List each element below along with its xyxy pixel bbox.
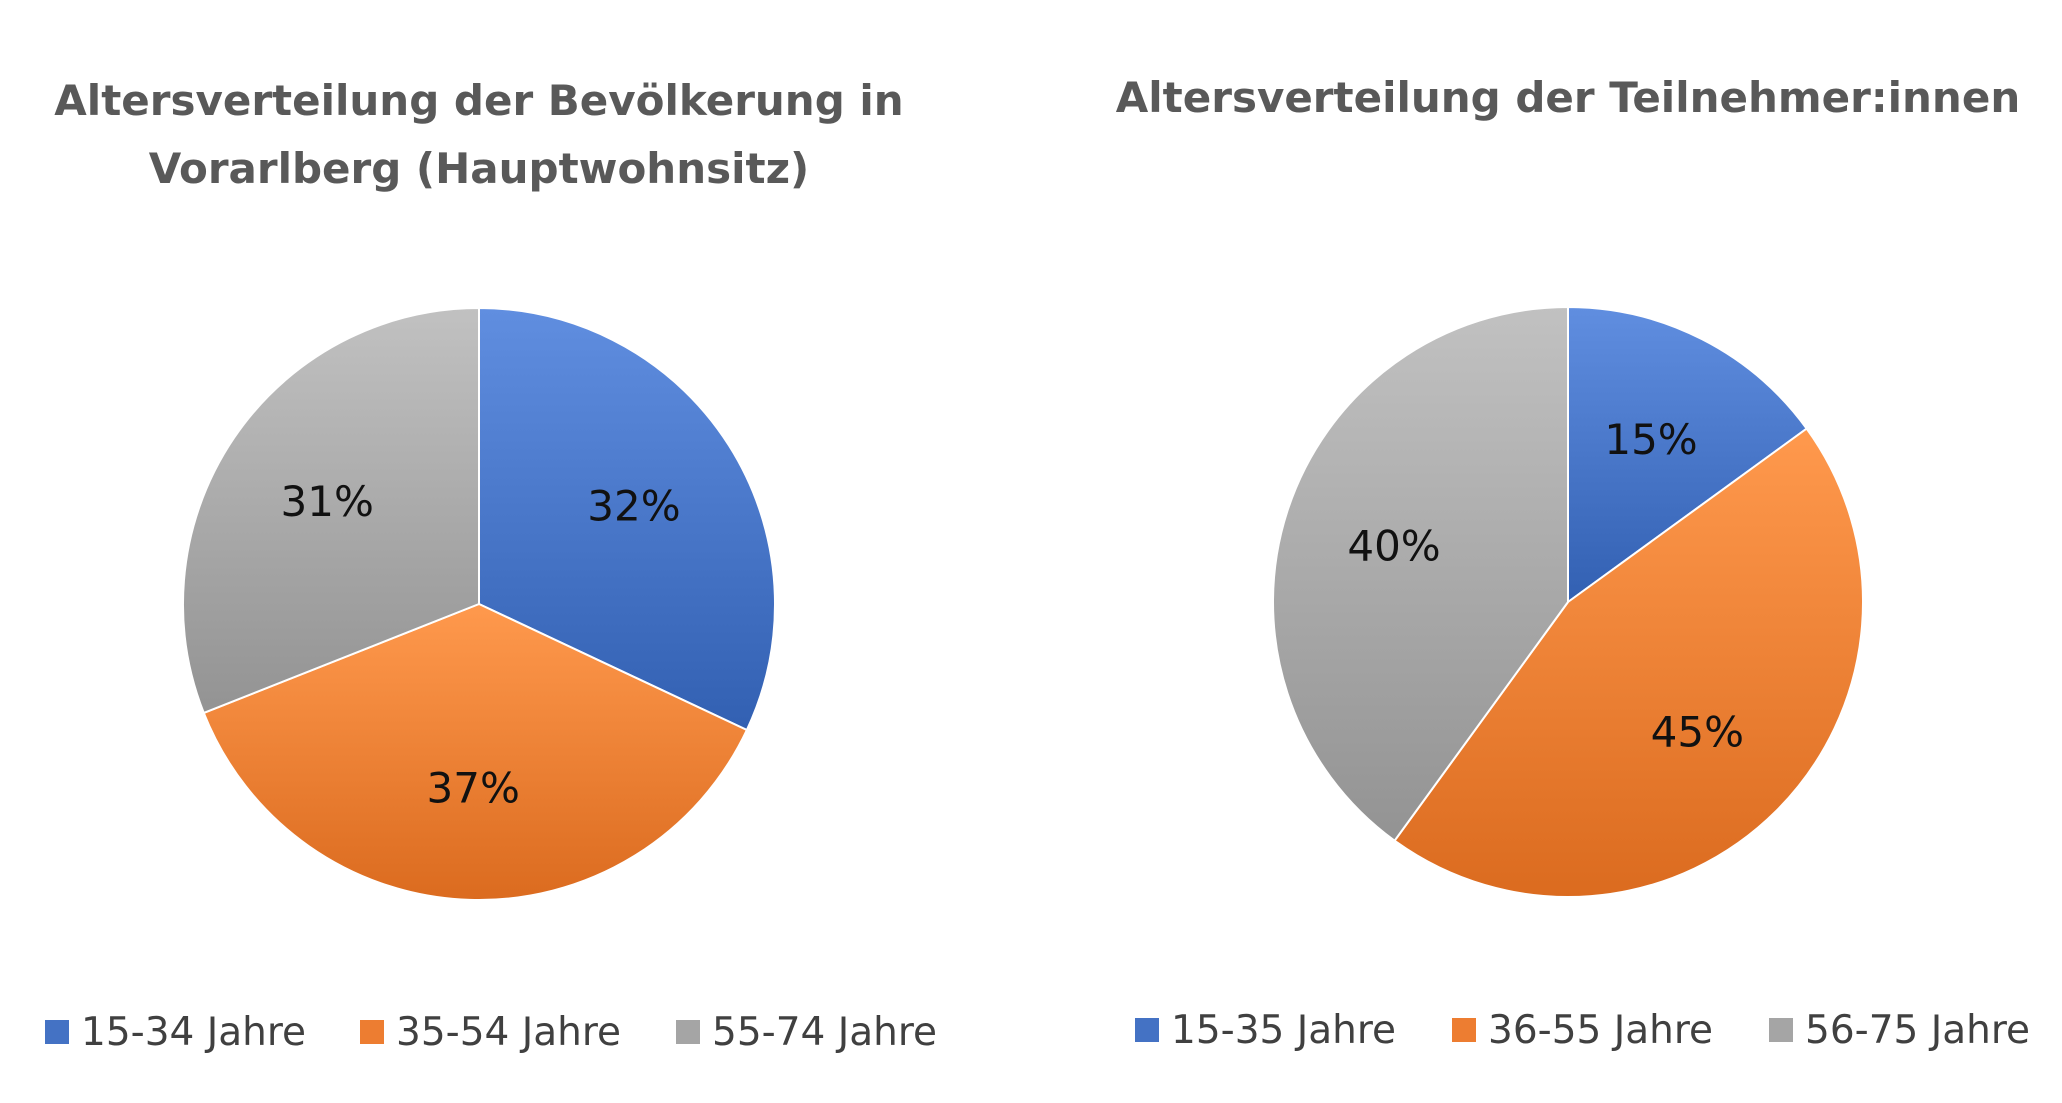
pie-slice-56-75-jahre bbox=[1272, 305, 1569, 843]
slice-data-label: 40% bbox=[1347, 521, 1440, 570]
legend-swatch bbox=[1769, 1018, 1793, 1042]
population-age-pie-chart: Altersverteilung der Bevölkerung in Vorar… bbox=[45, 76, 937, 1055]
slice-data-label: 37% bbox=[427, 763, 520, 812]
legend-swatch bbox=[45, 1020, 69, 1044]
pie-slice-15-35-jahre bbox=[1567, 305, 1809, 604]
legend-swatch bbox=[1452, 1018, 1476, 1042]
chart-title-line-1: Altersverteilung der Teilnehmer:innen bbox=[1116, 73, 2020, 122]
chart-title-line-2: Vorarlberg (Hauptwohnsitz) bbox=[149, 144, 809, 193]
pie-slice-35-54-jahre bbox=[202, 602, 749, 901]
legend-label: 36-55 Jahre bbox=[1488, 1008, 1713, 1053]
legend-label: 56-75 Jahre bbox=[1805, 1008, 2030, 1053]
legend-swatch bbox=[676, 1020, 700, 1044]
legend-label: 55-74 Jahre bbox=[712, 1010, 937, 1055]
slice-data-label: 15% bbox=[1604, 415, 1697, 464]
legend-label: 35-54 Jahre bbox=[396, 1010, 621, 1055]
legend-label: 15-34 Jahre bbox=[81, 1010, 306, 1055]
pie-slice-15-34-jahre bbox=[478, 306, 776, 732]
slice-data-label: 31% bbox=[281, 477, 374, 526]
slice-data-label: 32% bbox=[587, 482, 680, 531]
legend-label: 15-35 Jahre bbox=[1171, 1008, 1396, 1053]
legend-swatch bbox=[360, 1020, 384, 1044]
legend-swatch bbox=[1135, 1018, 1159, 1042]
slice-data-label: 45% bbox=[1651, 707, 1744, 756]
participant-age-pie-chart: Altersverteilung der Teilnehmer:innen 15%… bbox=[1116, 73, 2030, 1053]
pie-slice-36-55-jahre bbox=[1393, 427, 1864, 899]
pie-slice-55-74-jahre bbox=[182, 306, 480, 715]
chart-title-line-1: Altersverteilung der Bevölkerung in bbox=[54, 76, 903, 125]
